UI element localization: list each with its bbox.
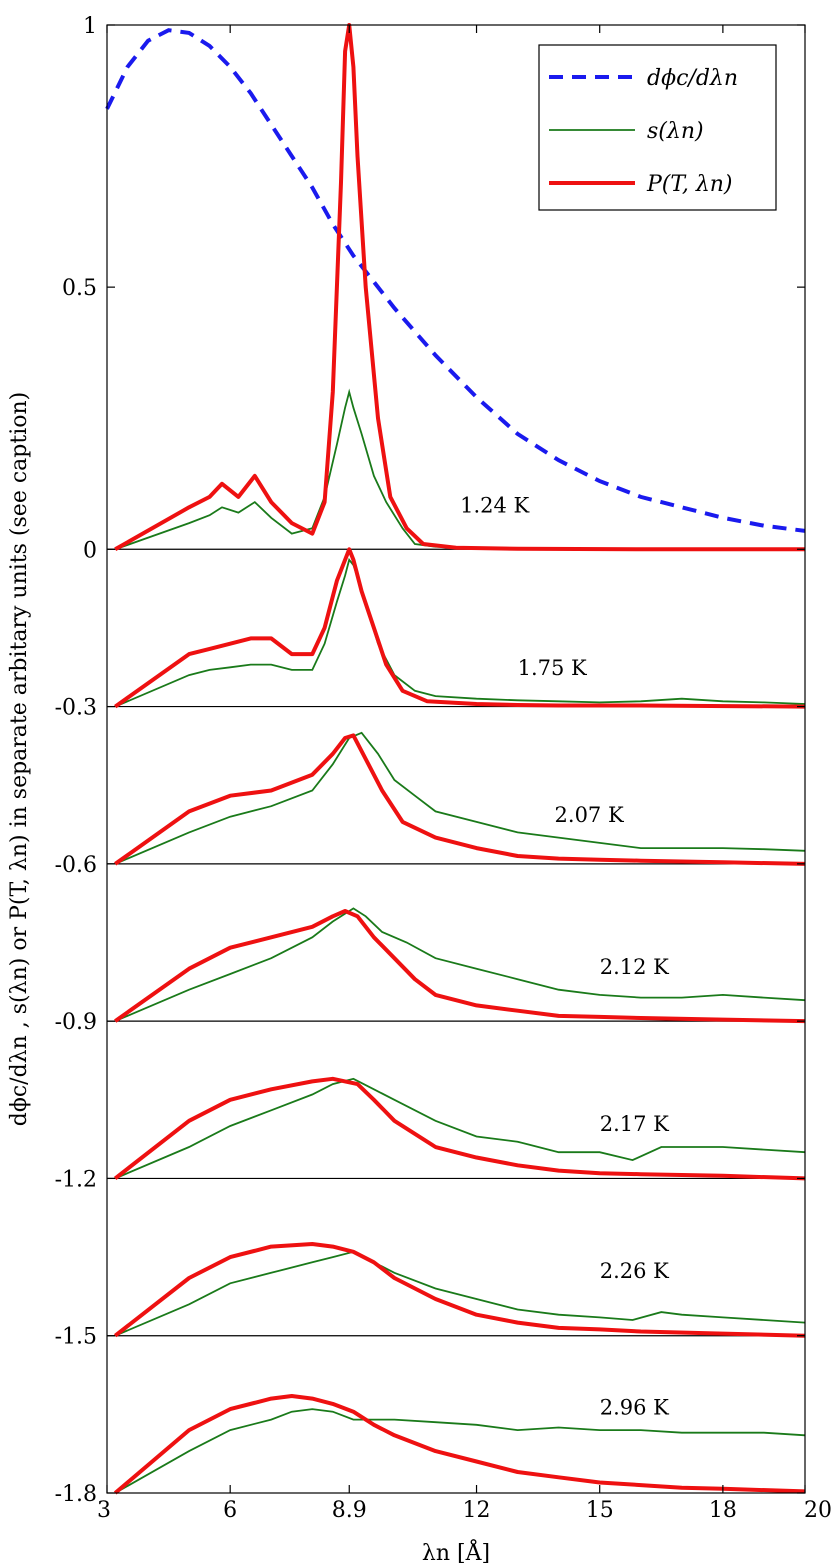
probability-curve-4 [113,1076,806,1181]
signal-curve-3 [114,907,806,1022]
flux-curve [105,28,806,533]
y-tick-label-2: 0 [83,538,97,563]
temperature-label-2: 2.07 K [555,803,624,827]
x-tick-label-3: 12 [463,1498,491,1523]
x-tick-label-2: 8.9 [332,1498,367,1523]
signal-curve-6 [114,1408,806,1494]
y-axis-label: dϕc/dλn , s(λn) or P(T, λn) in separate … [7,392,32,1126]
y-tick-label-1: 0.5 [62,276,97,301]
temperature-label-0: 1.24 K [460,494,529,518]
temperature-label-3: 2.12 K [600,955,669,979]
y-tick-label-7: -1.5 [55,1325,97,1350]
x-axis-label: λn [Å] [422,1538,490,1566]
probability-curve-6 [113,1394,806,1495]
legend-label-0: dϕc/dλn [647,66,738,91]
x-tick-label-1: 6 [223,1498,237,1523]
legend: dϕc/dλn s(λn) P(T, λn) [538,44,777,211]
x-tick-label-4: 15 [586,1498,614,1523]
tick-group: 3 6 8.9 12 15 18 20 1 0.5 0 -0.3 -0.6 -0.9 -1.2 -1.5 -1… [55,14,832,1523]
y-tick-label-6: -1.2 [55,1167,97,1192]
probability-curve-1 [114,547,806,709]
temperature-label-1: 1.75 K [518,656,587,680]
y-tick-label-8: -1.8 [55,1482,97,1507]
y-tick-label-4: -0.6 [55,853,97,878]
legend-label-1: s(λn) [647,119,704,144]
x-tick-label-6: 20 [804,1498,832,1523]
temperature-label-6: 2.96 K [600,1395,669,1419]
plot-frame [106,24,806,1494]
y-tick-label-3: -0.3 [55,696,97,721]
probability-curve-0 [114,23,805,552]
probability-curve-3 [114,909,806,1024]
legend-label-2: P(T, λn) [646,172,733,197]
signal-curve-5 [114,1250,806,1337]
signal-curve-4 [114,1077,806,1180]
signal-curve-2 [114,731,806,865]
probability-curve-5 [113,1242,806,1338]
temperature-label-4: 2.17 K [600,1112,669,1136]
y-tick-label-0: 1 [83,14,97,39]
x-tick-label-5: 18 [709,1498,737,1523]
x-tick-label-0: 3 [97,1498,111,1523]
probability-curve-2 [114,733,806,866]
y-tick-label-5: -0.9 [55,1010,97,1035]
curve-group [105,23,806,1495]
temperature-label-5: 2.26 K [600,1259,669,1283]
temperature-label-group: 1.24 K 1.75 K 2.07 K 2.12 K 2.17 K 2.26 K 2.96… [460,494,669,1420]
baseline-group [107,548,805,1337]
